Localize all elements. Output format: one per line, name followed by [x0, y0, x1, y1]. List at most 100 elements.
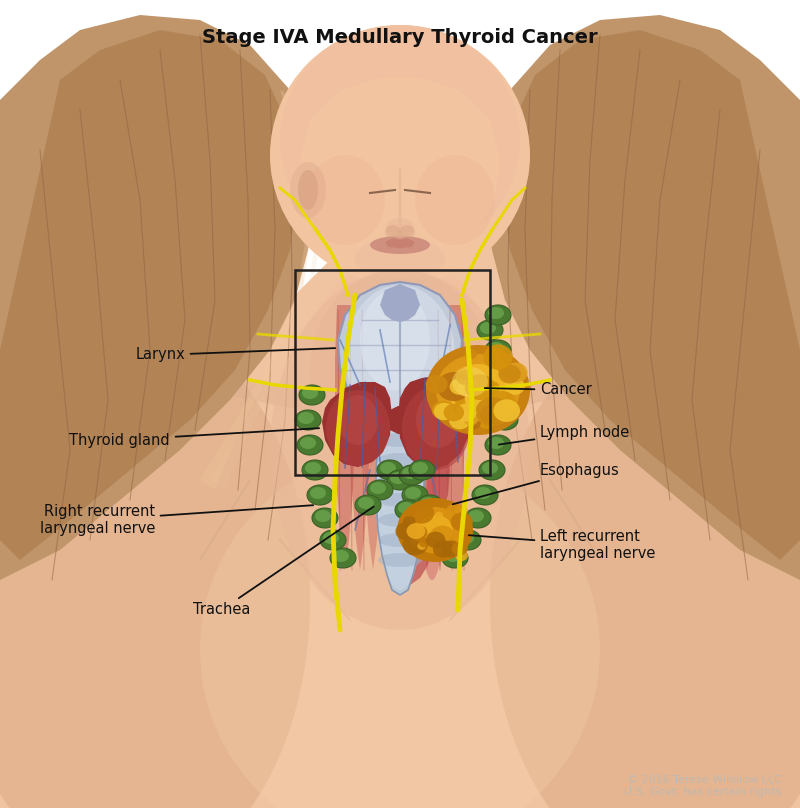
- Ellipse shape: [426, 345, 530, 435]
- Ellipse shape: [298, 412, 314, 424]
- Ellipse shape: [485, 340, 511, 360]
- Ellipse shape: [399, 225, 415, 239]
- Ellipse shape: [399, 465, 425, 485]
- Ellipse shape: [484, 350, 502, 365]
- Polygon shape: [405, 430, 450, 585]
- Ellipse shape: [492, 410, 518, 430]
- Text: Lymph node: Lymph node: [498, 424, 630, 444]
- Ellipse shape: [367, 480, 393, 500]
- Ellipse shape: [495, 385, 521, 405]
- Ellipse shape: [415, 155, 495, 245]
- Ellipse shape: [455, 505, 468, 516]
- Ellipse shape: [416, 392, 460, 448]
- Polygon shape: [322, 382, 392, 467]
- Ellipse shape: [200, 450, 600, 808]
- Ellipse shape: [420, 497, 436, 509]
- Polygon shape: [310, 255, 490, 452]
- Polygon shape: [338, 282, 462, 423]
- Ellipse shape: [505, 378, 525, 395]
- Text: Left recurrent
laryngeal nerve: Left recurrent laryngeal nerve: [469, 528, 655, 562]
- Ellipse shape: [449, 411, 470, 429]
- Text: Stage IVA Medullary Thyroid Cancer: Stage IVA Medullary Thyroid Cancer: [202, 28, 598, 47]
- Ellipse shape: [456, 368, 468, 378]
- Ellipse shape: [426, 375, 448, 393]
- Polygon shape: [0, 30, 298, 560]
- Ellipse shape: [441, 541, 462, 558]
- Ellipse shape: [465, 508, 491, 528]
- Ellipse shape: [483, 344, 513, 369]
- Ellipse shape: [355, 238, 445, 278]
- Ellipse shape: [403, 516, 416, 527]
- Ellipse shape: [312, 508, 338, 528]
- Ellipse shape: [490, 320, 800, 808]
- Ellipse shape: [409, 502, 434, 524]
- Ellipse shape: [458, 380, 477, 397]
- Ellipse shape: [408, 548, 417, 555]
- Polygon shape: [200, 90, 312, 490]
- Polygon shape: [0, 15, 315, 580]
- Text: Thyroid gland: Thyroid gland: [70, 428, 319, 448]
- Ellipse shape: [482, 462, 498, 474]
- Ellipse shape: [418, 542, 426, 549]
- Ellipse shape: [417, 515, 453, 545]
- Ellipse shape: [465, 374, 495, 400]
- Ellipse shape: [305, 462, 321, 474]
- Ellipse shape: [310, 487, 326, 499]
- Polygon shape: [380, 284, 420, 322]
- Ellipse shape: [494, 399, 520, 422]
- Ellipse shape: [452, 542, 468, 556]
- Ellipse shape: [315, 510, 331, 522]
- Ellipse shape: [480, 322, 496, 334]
- Ellipse shape: [295, 410, 321, 430]
- Ellipse shape: [452, 367, 488, 397]
- Ellipse shape: [458, 532, 474, 544]
- Ellipse shape: [270, 270, 530, 630]
- Ellipse shape: [386, 218, 414, 238]
- Bar: [295, 270, 490, 475]
- Ellipse shape: [280, 25, 520, 255]
- Ellipse shape: [488, 437, 504, 449]
- Ellipse shape: [270, 25, 530, 285]
- Ellipse shape: [418, 537, 430, 548]
- Ellipse shape: [472, 485, 498, 505]
- Ellipse shape: [465, 349, 477, 360]
- Ellipse shape: [402, 467, 418, 479]
- Ellipse shape: [468, 510, 484, 522]
- Ellipse shape: [488, 307, 504, 319]
- Polygon shape: [210, 90, 322, 490]
- Ellipse shape: [307, 485, 333, 505]
- Ellipse shape: [326, 390, 390, 466]
- Ellipse shape: [480, 404, 503, 424]
- Ellipse shape: [433, 540, 454, 558]
- Ellipse shape: [355, 495, 381, 515]
- Ellipse shape: [442, 548, 468, 568]
- Text: Larynx: Larynx: [135, 347, 335, 363]
- Ellipse shape: [305, 155, 385, 245]
- Ellipse shape: [420, 430, 444, 580]
- Ellipse shape: [437, 372, 471, 401]
- Ellipse shape: [455, 550, 468, 561]
- Ellipse shape: [435, 511, 443, 519]
- Ellipse shape: [444, 404, 464, 421]
- Ellipse shape: [397, 498, 473, 562]
- Ellipse shape: [378, 553, 422, 567]
- Ellipse shape: [455, 391, 482, 415]
- Ellipse shape: [320, 530, 346, 550]
- Ellipse shape: [376, 410, 424, 590]
- Ellipse shape: [377, 460, 403, 480]
- Ellipse shape: [488, 342, 504, 354]
- Ellipse shape: [495, 412, 511, 424]
- Ellipse shape: [422, 537, 442, 553]
- Polygon shape: [398, 376, 472, 470]
- Ellipse shape: [360, 290, 430, 390]
- Ellipse shape: [477, 320, 503, 340]
- Ellipse shape: [426, 532, 446, 548]
- Ellipse shape: [387, 470, 413, 490]
- Ellipse shape: [395, 500, 421, 520]
- Ellipse shape: [466, 417, 481, 429]
- Ellipse shape: [402, 534, 428, 555]
- Ellipse shape: [302, 460, 328, 480]
- Ellipse shape: [450, 512, 473, 531]
- Ellipse shape: [434, 403, 454, 420]
- Ellipse shape: [378, 433, 422, 447]
